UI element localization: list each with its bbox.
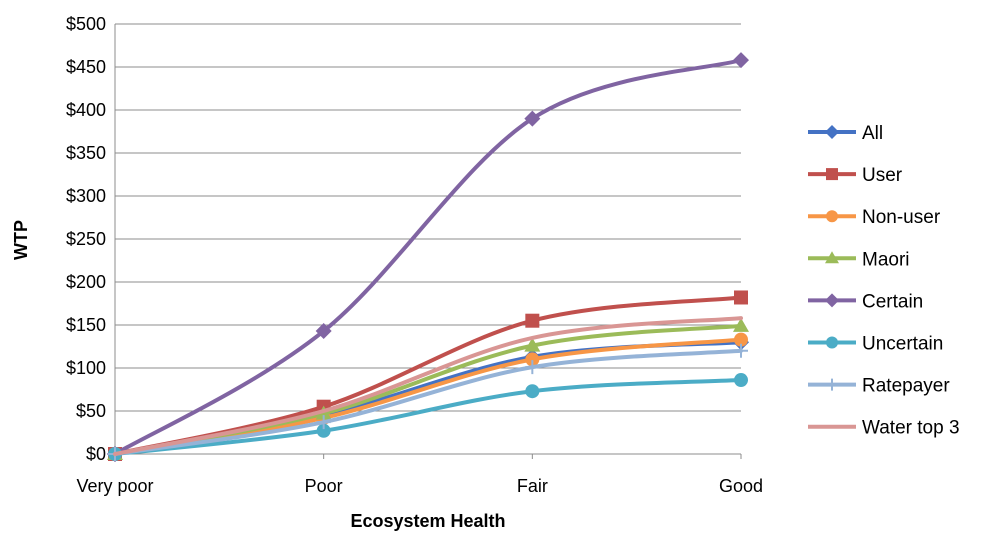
x-tick-label: Poor: [305, 476, 343, 496]
y-tick-label: $100: [66, 358, 106, 378]
y-tick-label: $200: [66, 272, 106, 292]
legend-marker: [825, 125, 839, 139]
legend-marker: [826, 336, 838, 349]
data-point-certain: [524, 110, 541, 127]
series-line-user: [113, 295, 743, 456]
y-tick-label: $500: [66, 14, 106, 34]
data-point-certain: [315, 323, 332, 340]
legend-marker: [826, 378, 838, 391]
legend-item-non-user: Non-user: [808, 207, 941, 228]
legend-marker: [826, 168, 838, 181]
legend-item-user: User: [808, 165, 903, 186]
legend-item-water-top-3: Water top 3: [808, 418, 960, 439]
legend: All User Non-user Maori Certain Uncertain Rate…: [808, 123, 960, 439]
series-line-certain: [113, 58, 743, 456]
legend-item-ratepayer: Ratepayer: [808, 376, 950, 397]
y-axis-title: WTP: [11, 220, 31, 260]
data-point-non-user: [734, 332, 748, 347]
x-tick-labels: Very poor Poor Fair Good: [76, 476, 763, 496]
x-tick-label: Good: [719, 476, 763, 496]
data-point-uncertain: [525, 384, 540, 399]
x-axis-title: Ecosystem Health: [350, 511, 505, 531]
data-point-user: [734, 290, 748, 305]
legend-marker: [825, 251, 839, 264]
data-point-uncertain: [734, 373, 748, 388]
data-point-certain: [733, 52, 749, 69]
data-point-non-user: [525, 352, 540, 367]
gridlines: [115, 23, 741, 455]
y-tick-label: $250: [66, 229, 106, 249]
data-point-uncertain: [316, 423, 331, 438]
data-point-ratepayer: [734, 343, 748, 358]
legend-label: Maori: [862, 249, 910, 270]
legend-label: Certain: [862, 291, 923, 312]
data-point-ratepayer: [316, 415, 331, 430]
x-tick-label: Fair: [517, 476, 548, 496]
x-tick-label: Very poor: [76, 476, 153, 496]
legend-label: Uncertain: [862, 334, 943, 355]
legend-label: User: [862, 165, 903, 186]
legend-label: Ratepayer: [862, 376, 950, 397]
legend-marker: [825, 293, 839, 308]
series-certain: [107, 52, 749, 462]
y-tick-label: $350: [66, 143, 106, 163]
series-line-ratepayer: [113, 348, 743, 456]
data-point-maori: [733, 317, 749, 332]
data-point-ratepayer: [525, 360, 540, 375]
legend-item-uncertain: Uncertain: [808, 334, 943, 355]
y-tick-label: $0: [86, 444, 106, 464]
series-layer: [107, 52, 749, 462]
legend-item-certain: Certain: [808, 291, 923, 312]
y-tick-label: $400: [66, 100, 106, 120]
data-point-maori: [524, 337, 541, 352]
legend-label: Water top 3: [862, 418, 960, 439]
y-tick-label: $50: [76, 401, 106, 421]
legend-label: Non-user: [862, 207, 941, 228]
y-tick-label: $450: [66, 57, 106, 77]
series-line-water-top-3: [113, 316, 743, 456]
series-line-uncertain: [113, 378, 743, 456]
y-tick-label: $150: [66, 315, 106, 335]
data-point-user: [525, 313, 540, 328]
legend-marker: [826, 210, 838, 223]
legend-item-maori: Maori: [808, 249, 910, 270]
y-tick-label: $300: [66, 186, 106, 206]
legend-label: All: [862, 123, 883, 144]
legend-item-all: All: [808, 123, 883, 144]
series-water-top-3: [113, 316, 743, 456]
y-tick-labels: $0 $50 $100 $150 $200 $250 $300 $350 $400 $450 $50…: [66, 14, 106, 464]
